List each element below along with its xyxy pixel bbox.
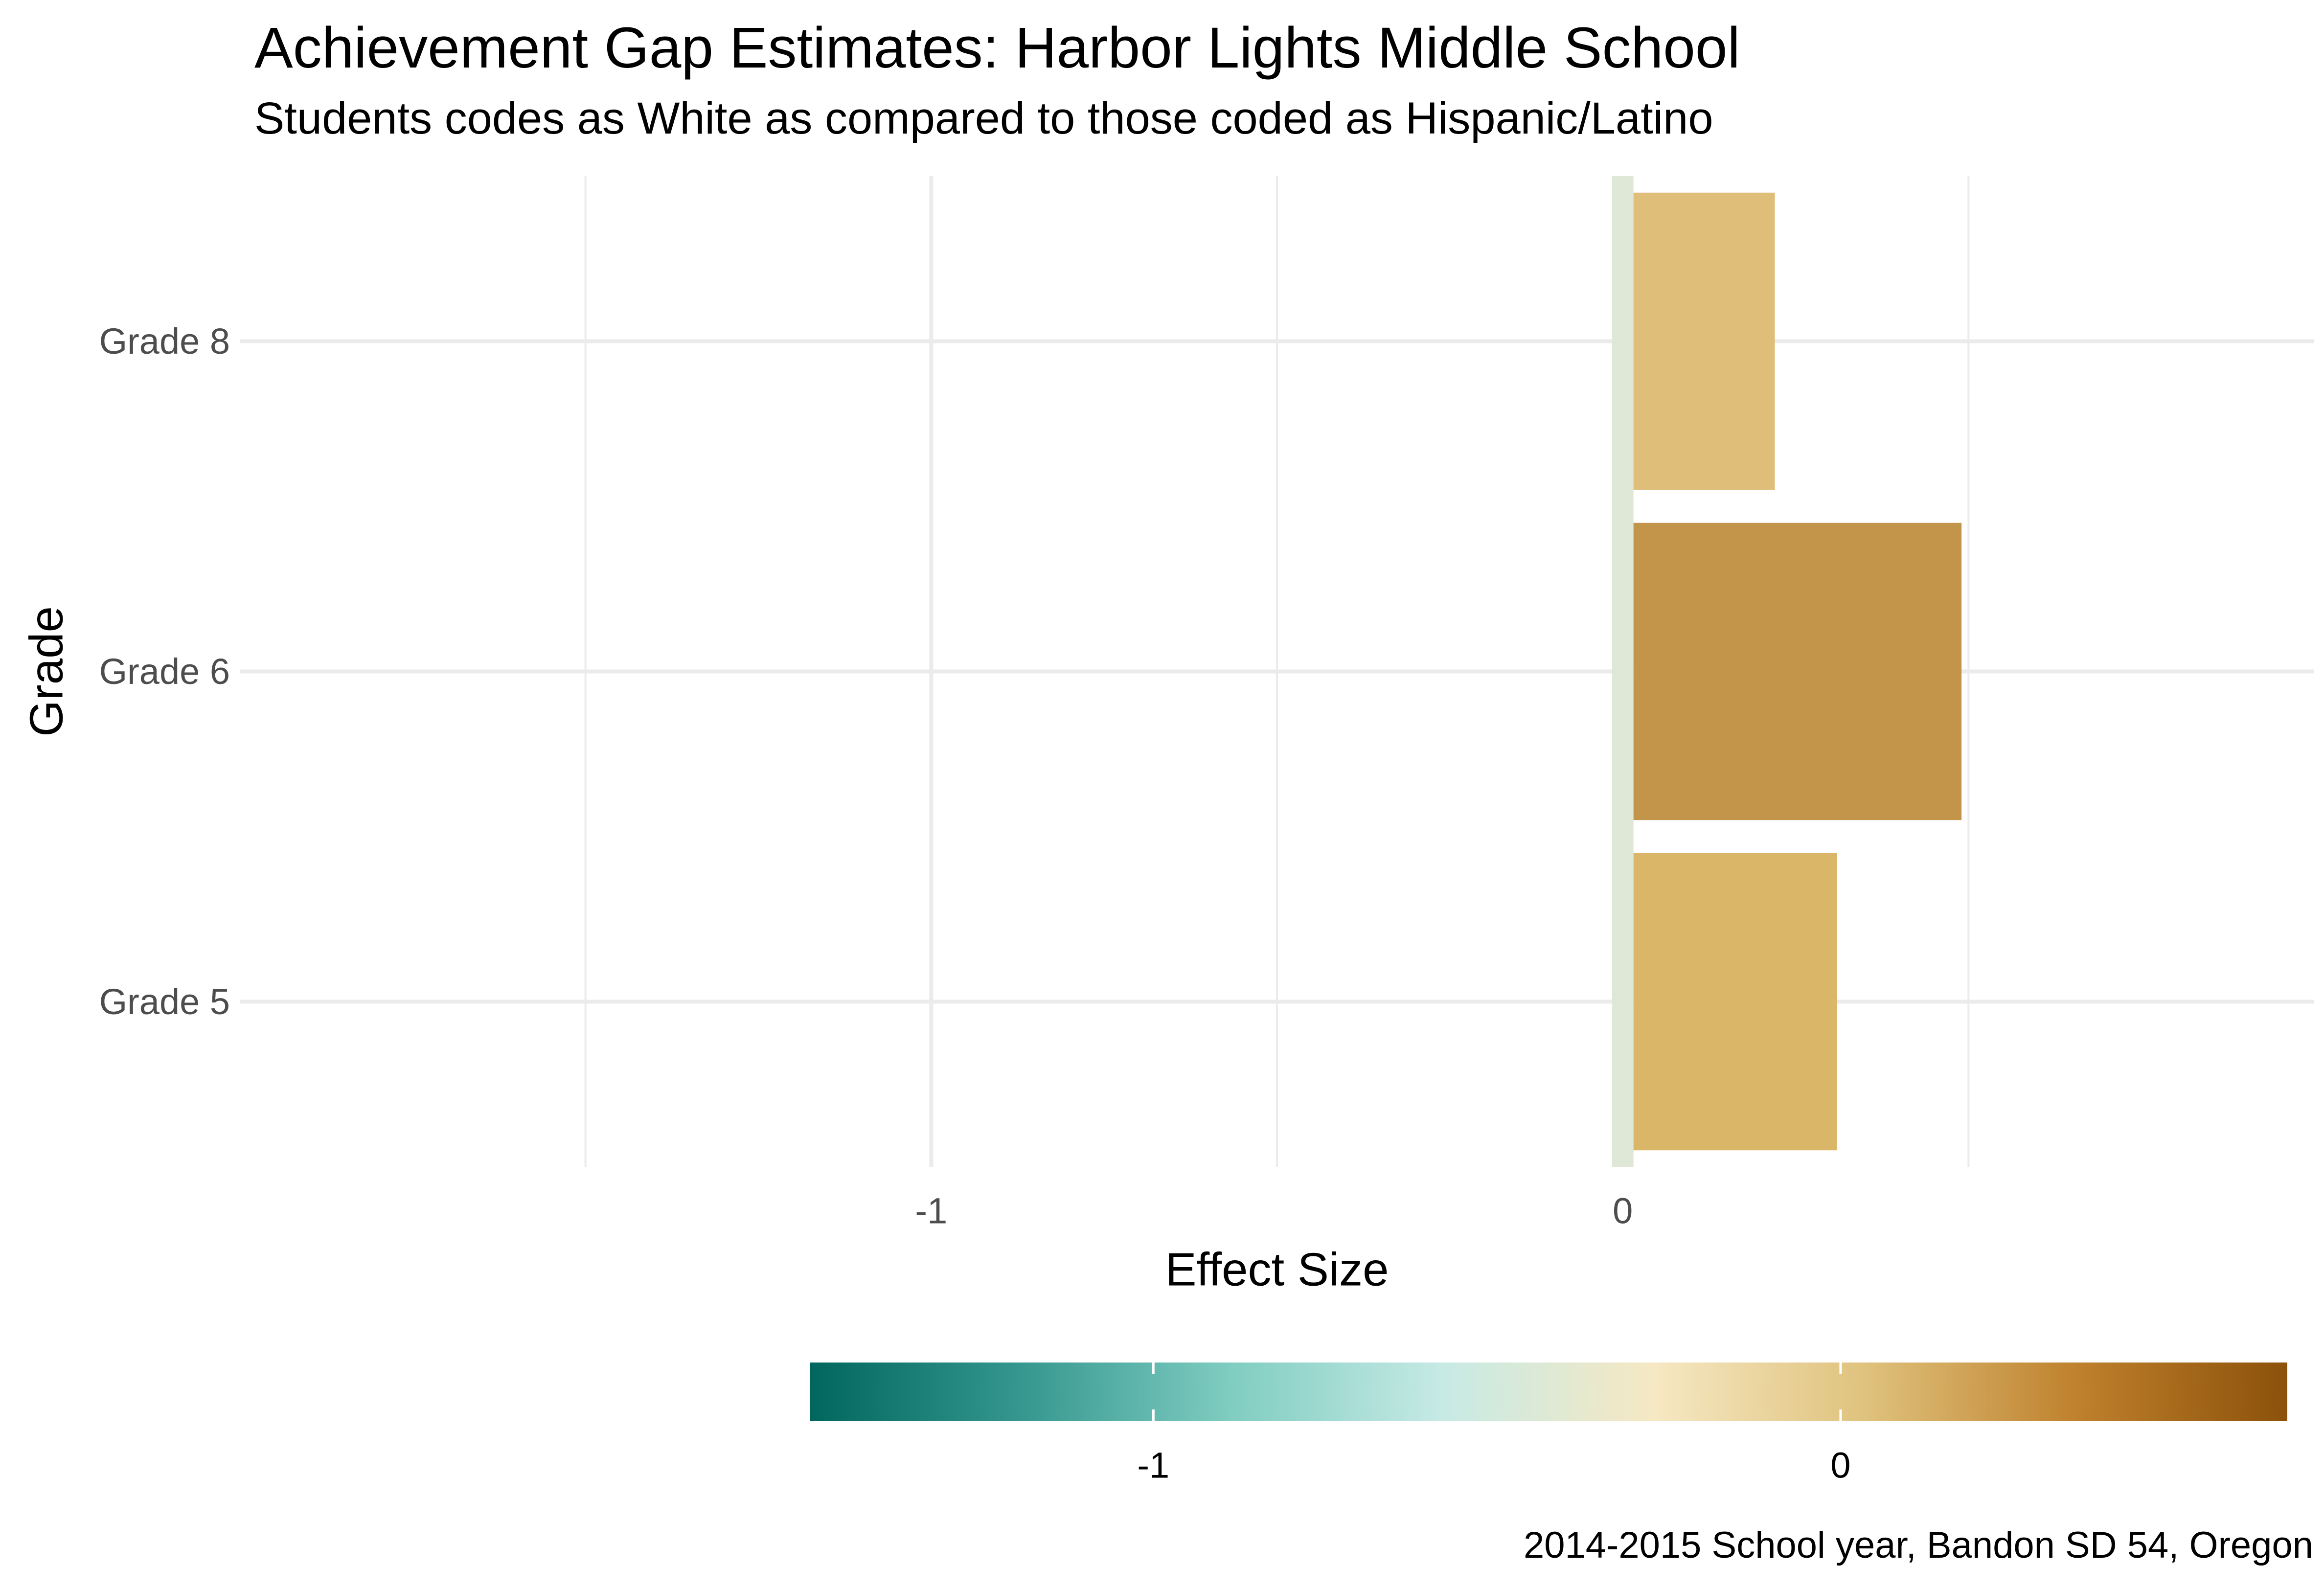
zero-reference-line bbox=[1612, 176, 1634, 1167]
y-tick-label: Grade 8 bbox=[99, 321, 230, 362]
x-axis-title: Effect Size bbox=[1165, 1244, 1389, 1296]
y-tick-label: Grade 5 bbox=[99, 981, 230, 1022]
grid-lines bbox=[240, 176, 2314, 1167]
chart-title: Achievement Gap Estimates: Harbor Lights… bbox=[254, 16, 1740, 80]
axes: Grade 5 Grade 6 Grade 8 -1 0 Effect Size Grade bbox=[21, 321, 1633, 1296]
y-axis-title: Grade bbox=[21, 606, 73, 737]
colorbar-tick-label: -1 bbox=[1137, 1445, 1169, 1486]
colorbar-legend: -1 0 bbox=[810, 1363, 2287, 1486]
bar-grade-5 bbox=[1633, 853, 1837, 1151]
x-tick-label: -1 bbox=[915, 1191, 947, 1231]
x-tick-label: 0 bbox=[1613, 1191, 1633, 1231]
chart-caption: 2014-2015 School year, Bandon SD 54, Ore… bbox=[1523, 1524, 2313, 1566]
colorbar-tick-label: 0 bbox=[1830, 1445, 1850, 1486]
bar-grade-8 bbox=[1633, 192, 1775, 490]
colorbar bbox=[810, 1363, 2287, 1421]
bars bbox=[1633, 192, 1962, 1151]
bar-grade-6 bbox=[1633, 522, 1962, 820]
y-tick-label: Grade 6 bbox=[99, 651, 230, 692]
chart-subtitle: Students codes as White as compared to t… bbox=[254, 93, 1713, 143]
